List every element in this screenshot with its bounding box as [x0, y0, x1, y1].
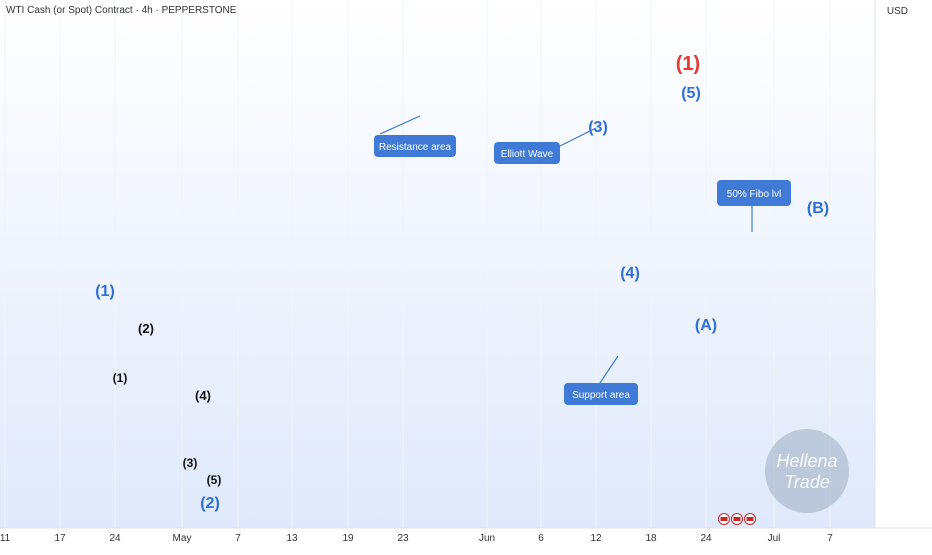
wave-label: (2) — [138, 321, 154, 336]
x-tick-label: 19 — [342, 533, 354, 544]
wave-label: (1) — [95, 283, 115, 300]
x-tick-label: Jun — [479, 533, 495, 544]
wave-label: (3) — [588, 119, 608, 136]
callout-text: Resistance area — [379, 142, 452, 153]
wave-label: (4) — [620, 265, 640, 282]
wave-label: (1) — [113, 371, 128, 385]
watermark-text: Trade — [784, 472, 830, 492]
callout-box — [717, 180, 791, 206]
x-tick-label: 7 — [235, 533, 241, 544]
callout-text: Elliott Wave — [501, 149, 554, 160]
wave-label: (5) — [207, 473, 222, 487]
price-axis — [875, 0, 932, 550]
callout-pointer — [599, 355, 619, 384]
callout-box — [494, 142, 560, 164]
x-tick-label: 12 — [590, 533, 602, 544]
watermark-text: Hellena — [776, 451, 837, 471]
callout-box — [374, 135, 456, 157]
x-tick-label: 18 — [645, 533, 657, 544]
watermark-logo — [765, 429, 849, 513]
wave-label: (B) — [807, 200, 829, 217]
wave-label: (1) — [676, 53, 700, 75]
wave-label: (3) — [183, 456, 198, 470]
wave-label: (A) — [695, 317, 717, 334]
time-axis — [0, 528, 932, 550]
x-tick-label: 24 — [109, 533, 121, 544]
callout-pointer — [559, 127, 597, 147]
wave-label: (4) — [195, 388, 211, 403]
x-tick-label: Jul — [768, 533, 781, 544]
wave-label: (2) — [200, 495, 220, 512]
event-flag-icon — [733, 517, 741, 521]
wave-label: (5) — [681, 85, 701, 102]
x-tick-label: 11 — [0, 533, 11, 544]
callout-text: 50% Fibo lvl — [727, 189, 781, 200]
x-tick-label: 24 — [700, 533, 712, 544]
x-tick-label: 17 — [54, 533, 66, 544]
x-tick-label: 13 — [286, 533, 298, 544]
x-tick-label: 7 — [827, 533, 833, 544]
x-tick-label: 6 — [538, 533, 544, 544]
event-flag-icon — [746, 517, 754, 521]
currency-label: USD — [886, 6, 908, 17]
callout-box — [564, 383, 638, 405]
x-tick-label: May — [173, 533, 192, 544]
callout-pointer — [379, 115, 421, 135]
chart-title: WTI Cash (or Spot) Contract · 4h · PEPPE… — [6, 5, 237, 16]
event-flag-icon — [720, 517, 728, 521]
x-tick-label: 23 — [397, 533, 409, 544]
plot-background — [0, 0, 875, 528]
callout-text: Support area — [572, 390, 630, 401]
